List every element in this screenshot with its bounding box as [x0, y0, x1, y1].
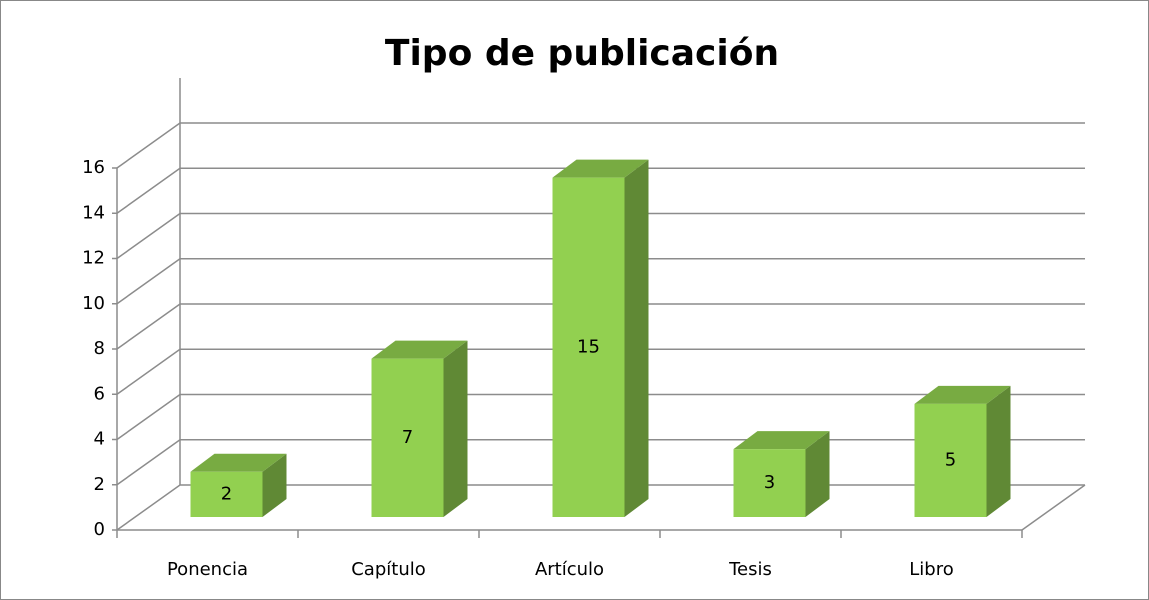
grid-line — [116, 167, 1085, 214]
bar-side — [262, 453, 287, 517]
data-label: 15 — [577, 336, 600, 357]
y-tick-label: 6 — [94, 383, 105, 404]
data-label: 3 — [764, 472, 775, 493]
bar — [914, 403, 987, 517]
data-label: 5 — [945, 449, 956, 470]
y-tick-label: 4 — [94, 429, 105, 450]
grid-line — [116, 303, 1085, 350]
x-tick-label: Capítulo — [351, 559, 426, 580]
y-tick-label: 16 — [82, 157, 105, 178]
x-tick-label: Libro — [909, 559, 953, 580]
bar-side — [624, 159, 649, 517]
bar — [733, 449, 806, 517]
grid-line — [116, 393, 1085, 441]
bar — [371, 358, 444, 517]
chart-title: Tipo de publicación — [385, 33, 779, 74]
y-tick-label: 8 — [94, 338, 105, 359]
y-tick-label: 12 — [82, 248, 105, 269]
bar — [190, 471, 263, 517]
data-label: 7 — [402, 427, 413, 448]
bar-top — [914, 385, 1011, 404]
y-tick-label: 0 — [94, 519, 105, 540]
x-tick-label: Tesis — [728, 559, 772, 580]
bar — [552, 177, 625, 517]
bar-side — [986, 385, 1011, 517]
data-label: 2 — [221, 483, 232, 504]
bar-side — [805, 431, 830, 517]
x-tick-label: Artículo — [535, 559, 604, 580]
grid-line — [116, 212, 1085, 260]
bar-top — [371, 340, 468, 359]
bar-top — [733, 431, 830, 450]
bar-top — [190, 453, 287, 472]
y-tick-label: 10 — [82, 293, 105, 314]
bar-top — [552, 159, 649, 178]
grid-line — [116, 258, 1085, 305]
y-tick-label: 14 — [82, 202, 105, 223]
grid-line — [116, 122, 1085, 169]
bar-side — [443, 340, 468, 517]
grid-line — [116, 348, 1085, 395]
y-tick-label: 2 — [94, 474, 105, 495]
floor-edge — [1021, 484, 1086, 531]
x-tick-label: Ponencia — [167, 559, 248, 580]
